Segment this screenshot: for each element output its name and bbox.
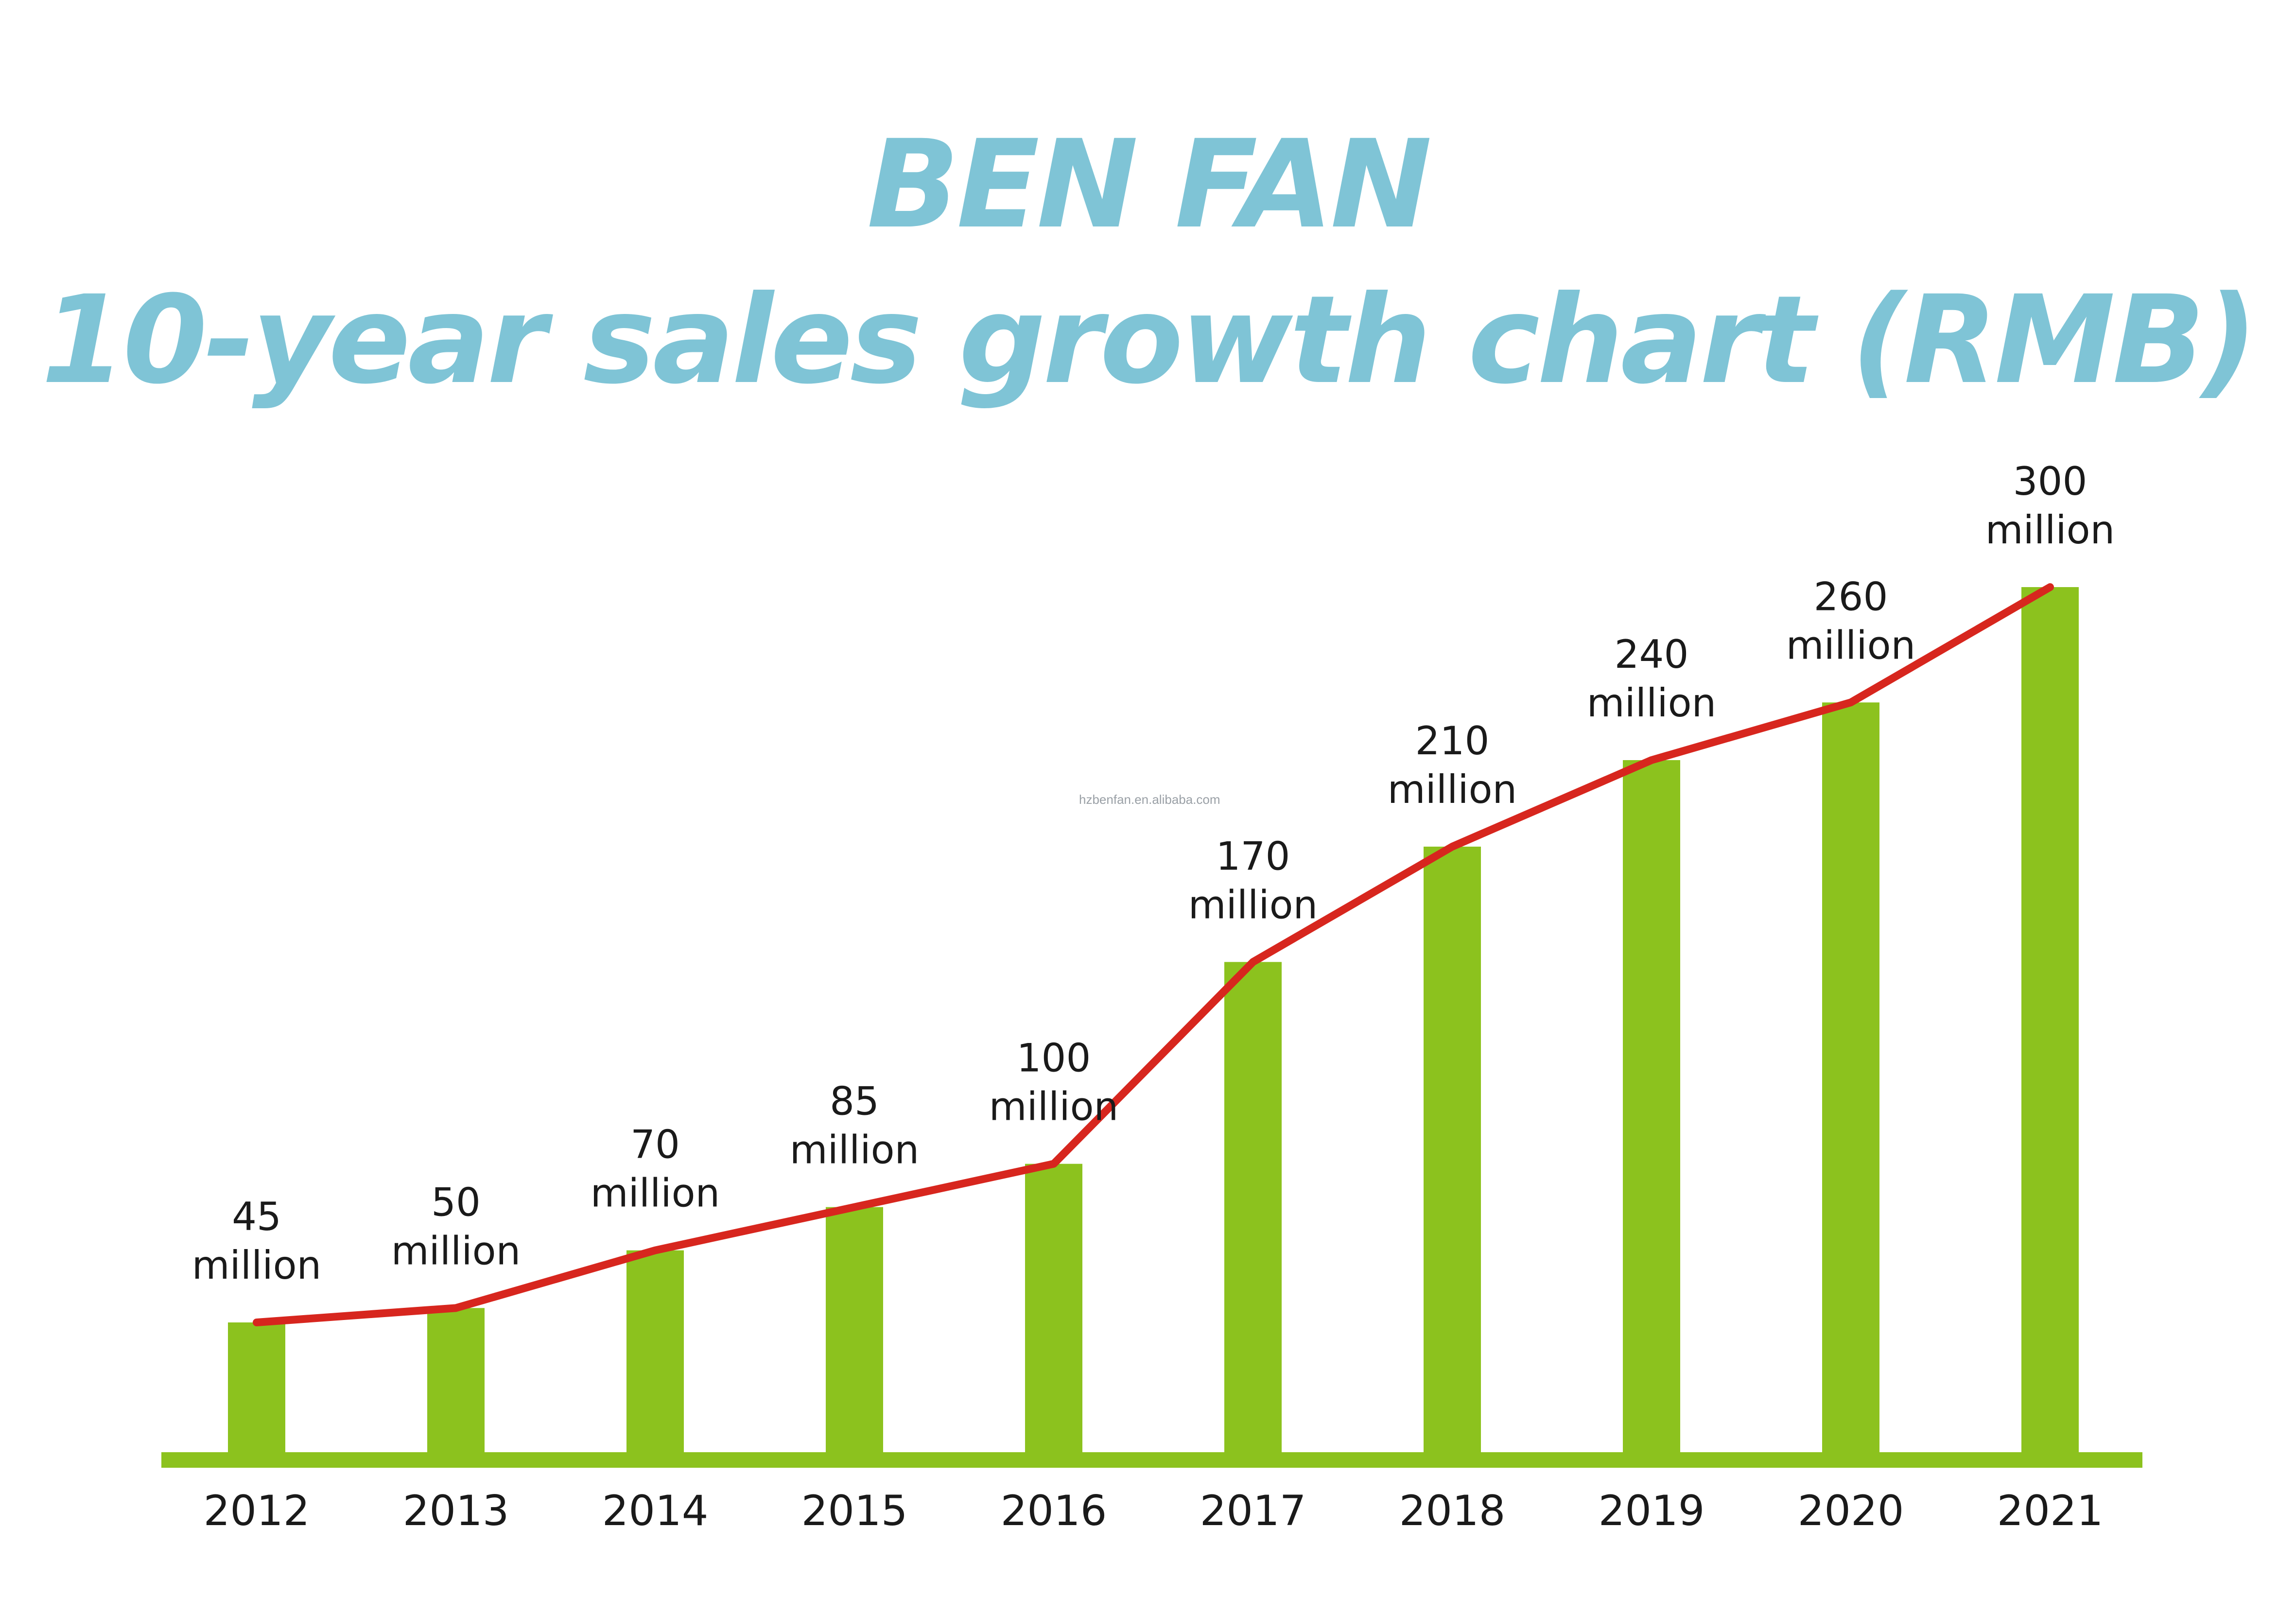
x-tick-label-2012: 2012 xyxy=(204,1487,310,1535)
value-label-2017: 170 million xyxy=(1188,834,1318,927)
bar-2019 xyxy=(1623,760,1680,1453)
x-tick-label-2018: 2018 xyxy=(1399,1487,1506,1535)
bar-2020 xyxy=(1822,702,1879,1453)
x-tick-label-2013: 2013 xyxy=(403,1487,509,1535)
trend-line xyxy=(253,583,2054,1326)
value-label-2016: 100 million xyxy=(989,1036,1118,1129)
x-tick-label-2017: 2017 xyxy=(1200,1487,1306,1535)
value-label-2015: 85 million xyxy=(790,1079,919,1173)
value-label-2018: 210 million xyxy=(1388,718,1517,812)
bar-2012 xyxy=(228,1322,285,1453)
value-label-2019: 240 million xyxy=(1587,632,1716,726)
bar-2015 xyxy=(826,1207,883,1453)
value-label-2021: 300 million xyxy=(1985,459,2115,553)
x-tick-label-2014: 2014 xyxy=(602,1487,709,1535)
bar-2016 xyxy=(1025,1164,1082,1453)
x-tick-label-2020: 2020 xyxy=(1798,1487,1904,1535)
bar-2014 xyxy=(626,1250,684,1453)
watermark: hzbenfan.en.alibaba.com xyxy=(1079,792,1220,807)
chart-title-line-2: 10-year sales growth chart (RMB) xyxy=(41,269,2258,411)
bar-2017 xyxy=(1224,962,1282,1453)
bar-2021 xyxy=(2021,587,2079,1453)
bar-2018 xyxy=(1424,847,1481,1453)
value-label-2014: 70 million xyxy=(591,1122,720,1216)
chart-title-line-1: BEN FAN xyxy=(867,114,1432,255)
value-label-2020: 260 million xyxy=(1786,574,1915,668)
x-tick-label-2021: 2021 xyxy=(1997,1487,2104,1535)
value-label-2013: 50 million xyxy=(391,1180,521,1273)
value-label-2012: 45 million xyxy=(192,1194,321,1288)
x-tick-label-2015: 2015 xyxy=(801,1487,908,1535)
bar-2013 xyxy=(427,1308,485,1453)
x-axis-baseline xyxy=(161,1452,2142,1468)
x-tick-label-2019: 2019 xyxy=(1599,1487,1705,1535)
x-tick-label-2016: 2016 xyxy=(1001,1487,1107,1535)
